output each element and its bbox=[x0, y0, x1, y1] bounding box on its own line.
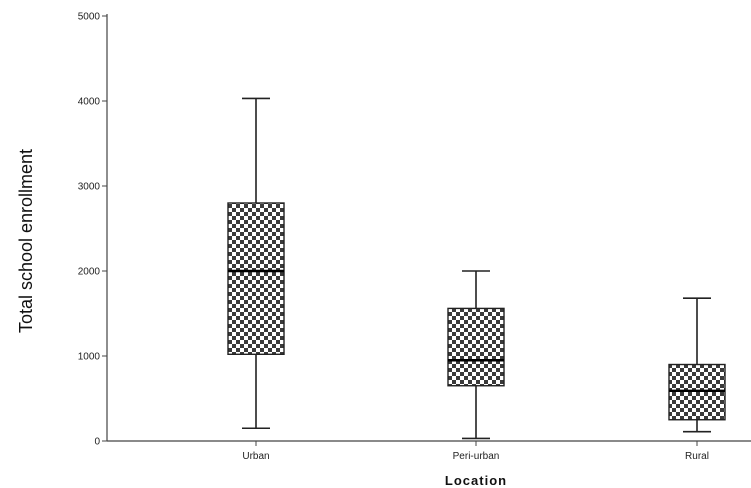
box-group-rural bbox=[668, 297, 726, 433]
box-group-peri-urban bbox=[447, 270, 505, 440]
x-tick-label-rural: Rural bbox=[685, 451, 709, 462]
iqr-box bbox=[447, 307, 505, 387]
y-tick-label: 5000 bbox=[78, 12, 101, 23]
x-tick-label-urban: Urban bbox=[242, 451, 269, 462]
y-tick-label: 4000 bbox=[78, 97, 101, 108]
y-tick-label: 0 bbox=[94, 437, 100, 448]
iqr-box bbox=[227, 202, 285, 356]
plot-area bbox=[227, 97, 726, 440]
box-group-urban bbox=[227, 97, 285, 430]
y-tick-label: 1000 bbox=[78, 352, 101, 363]
y-tick-label: 3000 bbox=[78, 182, 101, 193]
y-tick-label: 2000 bbox=[78, 267, 101, 278]
y-axis: 0 1000 2000 3000 4000 5000 bbox=[78, 12, 108, 448]
x-tick-label-peri-urban: Peri-urban bbox=[453, 451, 500, 462]
x-axis: Urban Peri-urban Rural bbox=[107, 440, 751, 462]
iqr-box bbox=[668, 363, 726, 421]
y-axis-title: Total school enrollment bbox=[16, 149, 36, 333]
x-axis-title: Location bbox=[445, 473, 507, 488]
